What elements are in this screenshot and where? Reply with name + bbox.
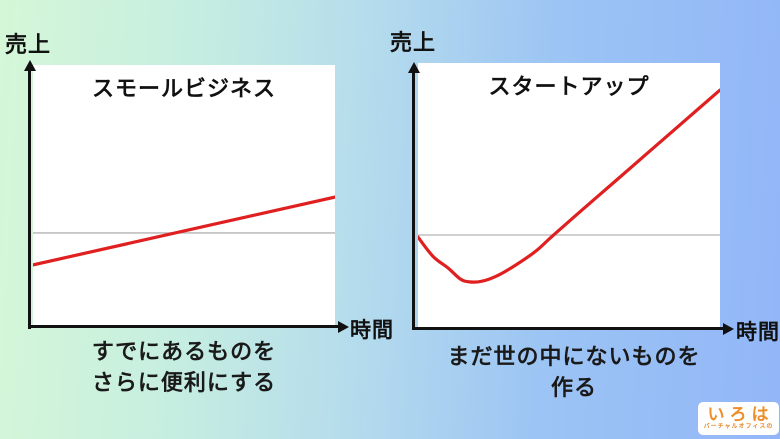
chart-title-startup: スタートアップ [488, 74, 650, 99]
y-axis-arrowhead-icon [23, 60, 36, 71]
y-axis-line [412, 72, 415, 330]
y-axis-arrowhead-icon [407, 62, 420, 73]
y-axis-label-small-business: 売上 [5, 32, 52, 57]
x-axis-line [412, 327, 724, 330]
x-axis-arrowhead-icon [723, 322, 734, 335]
caption-line: まだ世の中にないものを [447, 344, 701, 369]
caption-line: 作る [550, 375, 597, 400]
iroha-logo: いろは バーチャルオフィスの [698, 402, 779, 435]
caption-startup: まだ世の中にないものを 作る [418, 341, 730, 403]
x-axis-label-small-business: 時間 [350, 319, 394, 342]
chart-panel-small-business: スモールビジネス [33, 65, 335, 327]
x-axis-line [28, 325, 339, 328]
y-axis-line [28, 70, 31, 329]
revenue-curve [33, 195, 335, 267]
x-axis-arrowhead-icon [338, 320, 349, 333]
y-axis-label-startup: 売上 [390, 30, 437, 55]
revenue-curve-svg-startup [418, 88, 720, 284]
logo-subtext: バーチャルオフィスの [703, 424, 774, 430]
x-axis-label-startup: 時間 [736, 321, 780, 344]
caption-line: すでにあるものを [91, 339, 277, 364]
logo-text: いろは [707, 405, 774, 424]
chart-title-small-business: スモールビジネス [91, 76, 276, 101]
revenue-curve-svg-small-business [33, 195, 335, 267]
revenue-curve [418, 88, 720, 284]
chart-panel-startup: スタートアップ [418, 63, 720, 328]
caption-small-business: すでにあるものを さらに便利にする [33, 336, 335, 398]
caption-line: さらに便利にする [91, 370, 277, 395]
